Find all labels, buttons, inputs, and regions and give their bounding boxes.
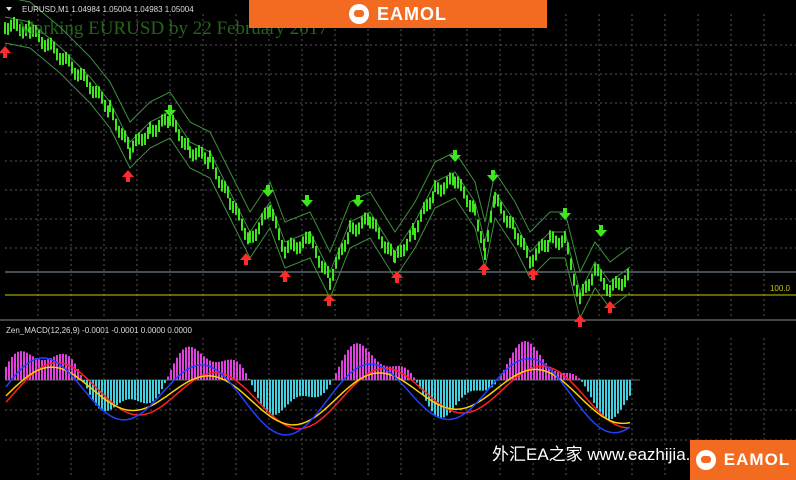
buy-arrow [391,271,403,283]
buy-arrow [122,170,134,182]
sell-arrow [262,185,274,197]
upper-band [17,0,631,274]
buy-arrow [604,301,616,313]
indicator-label: Zen_MACD(12,26,9) -0.0001 -0.0001 0.0000… [6,326,192,335]
price-series [4,0,631,320]
sell-arrow [164,105,176,117]
footer-watermark: 外汇EA之家 www.eazhijia.com [492,445,723,464]
signal-arrows [0,46,616,327]
sell-arrow [352,195,364,207]
buy-arrow [323,294,335,306]
symbol-info: EURUSD,M1 1.04984 1.05004 1.04983 1.0500… [22,5,194,14]
header-logo: EAMOL [249,0,547,28]
sell-arrow [301,195,313,207]
level-label: 100.0 [770,284,791,293]
logo-text: EAMOL [723,450,791,469]
sell-arrow [487,170,499,182]
macd-histogram [5,341,631,436]
sell-arrow [595,225,607,237]
buy-arrow [478,263,490,275]
logo-text: EAMOL [377,3,447,24]
buy-arrow [527,268,539,280]
lower-band [4,42,631,320]
buy-arrow [0,46,11,58]
macd-line [5,366,631,426]
sell-arrow [449,150,461,162]
menu-icon [6,7,12,11]
footer-logo: EAMOL [690,440,796,480]
buy-arrow [574,315,586,327]
buy-arrow [279,270,291,282]
sell-arrow [559,208,571,220]
blue-line [5,357,631,436]
buy-arrow [240,253,252,265]
